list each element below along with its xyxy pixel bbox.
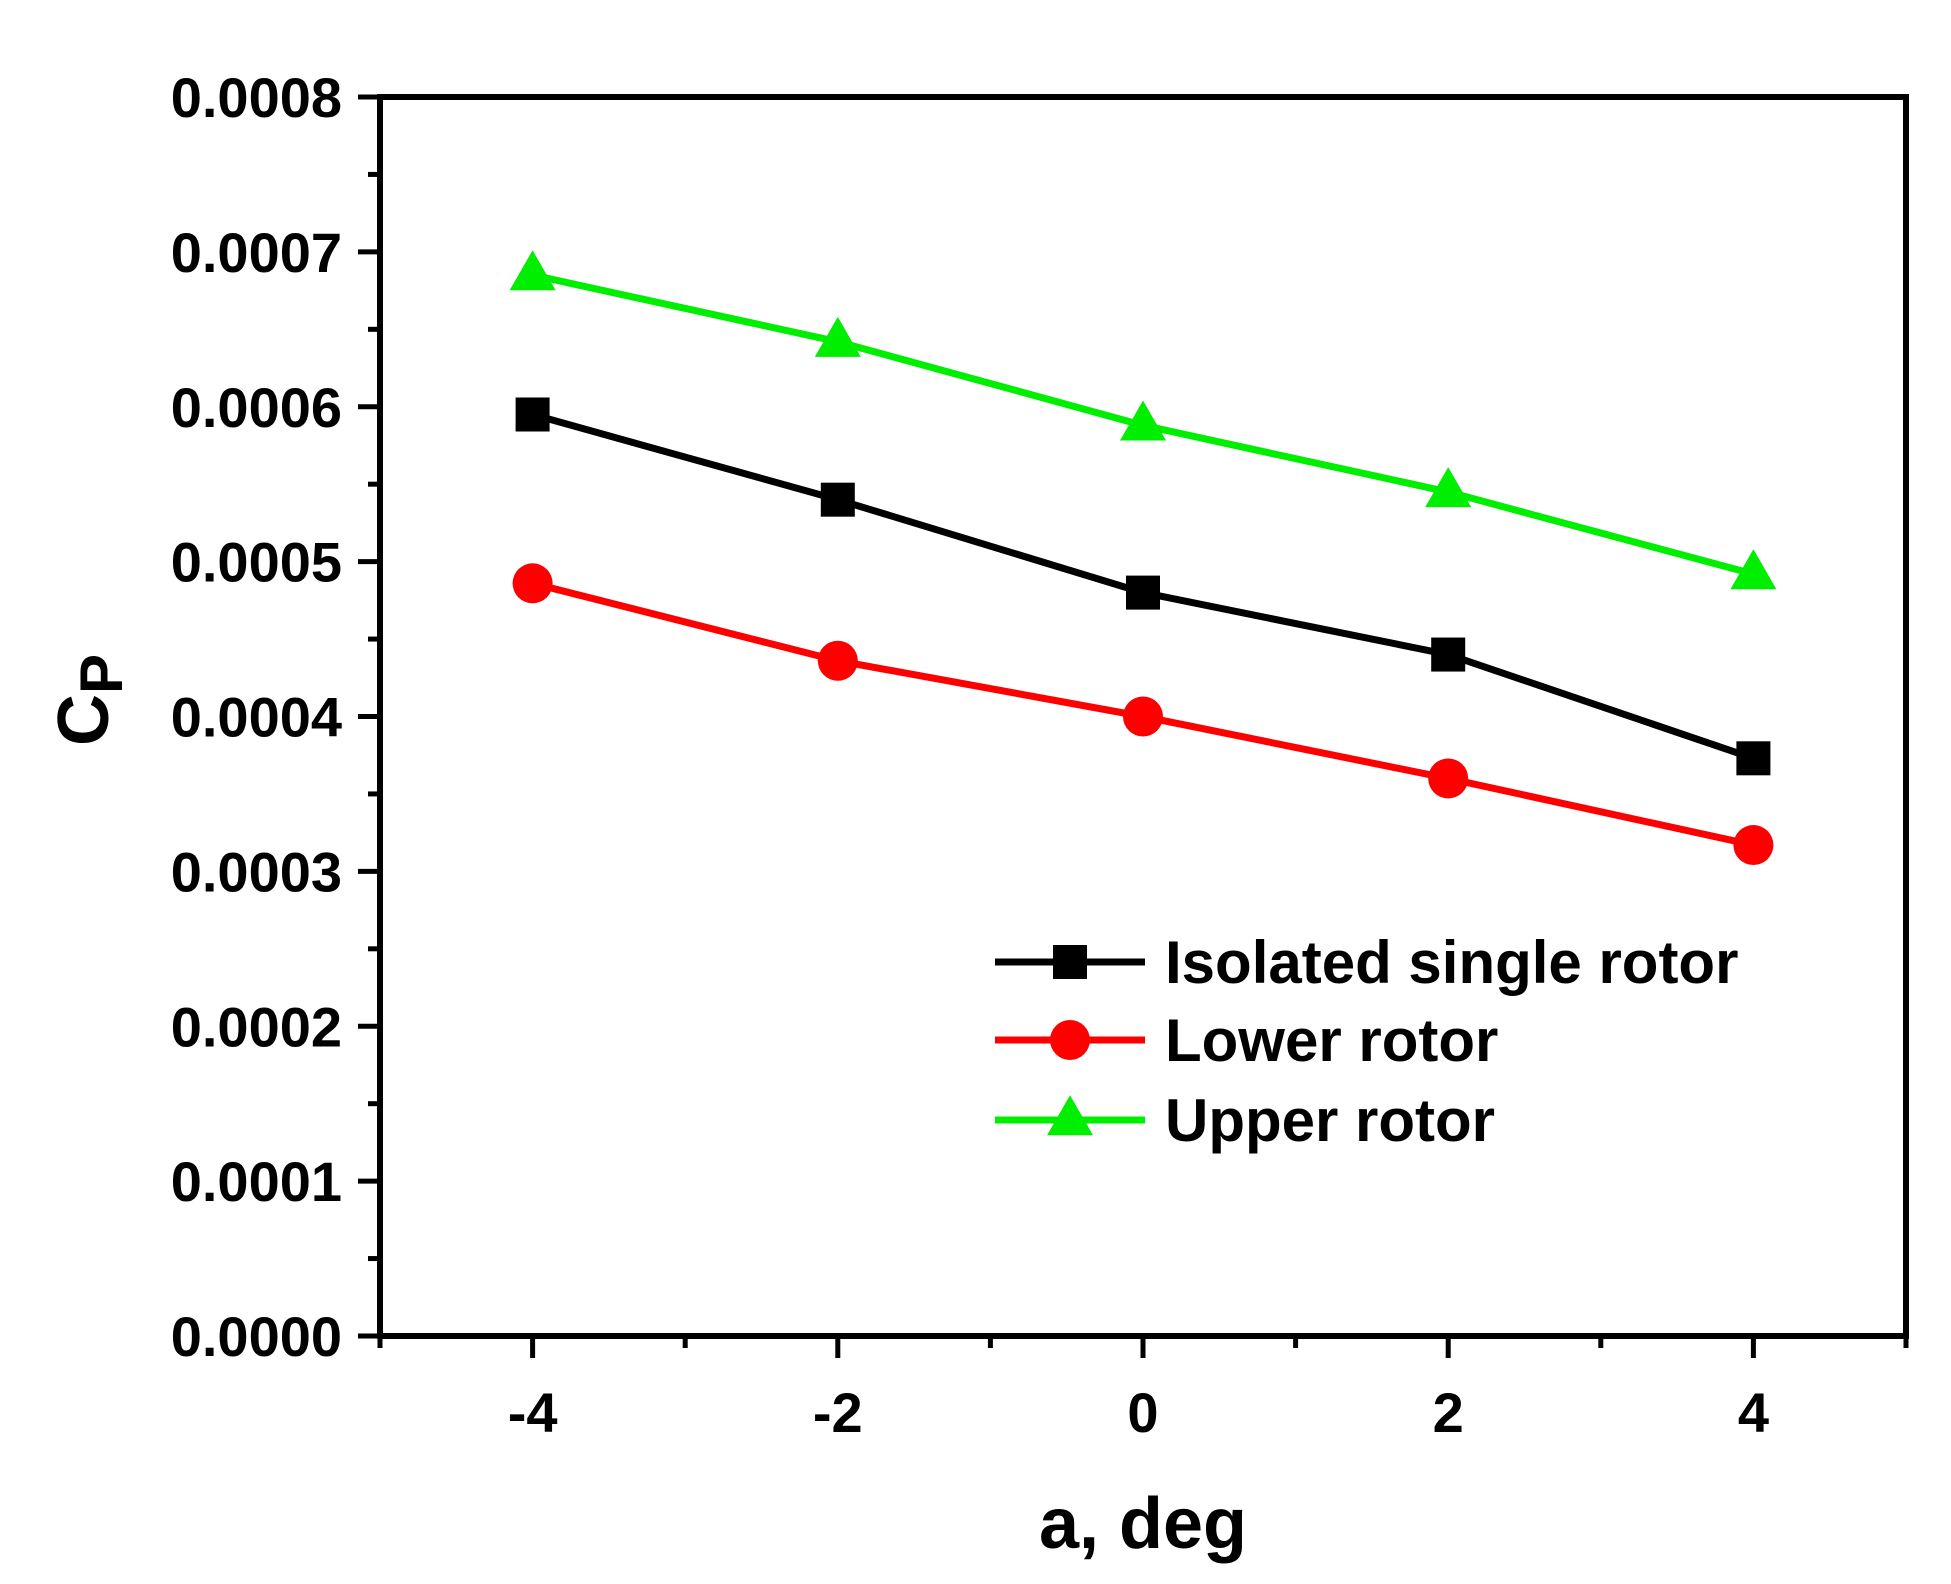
x-tick-label: -4: [508, 1381, 558, 1444]
x-tick-label: 4: [1738, 1381, 1769, 1444]
x-tick-label: 0: [1127, 1381, 1158, 1444]
y-tick-label: 0.0007: [171, 221, 342, 284]
y-tick-label: 0.0000: [171, 1305, 342, 1368]
data-point-lower-rotor: [1123, 696, 1163, 737]
data-point-isolated-single-rotor: [820, 482, 855, 517]
plot-layer: 0.0000 0.0001 0.0002 0.0003 0.0004 0.0005 0.00…: [171, 66, 1909, 1444]
series-upper-rotor: [509, 250, 1777, 590]
data-point-lower-rotor: [1733, 825, 1774, 866]
series-layer: [509, 250, 1777, 866]
x-axis-title: a, deg: [1039, 1484, 1247, 1564]
legend-label: Lower rotor: [1165, 1007, 1498, 1074]
data-point-lower-rotor: [512, 563, 553, 604]
data-point-isolated-single-rotor: [1736, 741, 1771, 776]
data-point-upper-rotor: [1425, 467, 1472, 508]
series-lower-rotor: [512, 563, 1774, 866]
data-point-isolated-single-rotor: [515, 397, 550, 432]
x-tick-label: -2: [813, 1381, 863, 1444]
data-point-upper-rotor: [1730, 549, 1777, 590]
y-axis-title-subscript: P: [68, 654, 135, 694]
legend-item-isolated-single-rotor: Isolated single rotor: [995, 929, 1738, 996]
legend-marker: [1047, 1095, 1093, 1136]
y-axis-title: CP: [44, 654, 135, 746]
y-tick-label: 0.0001: [171, 1150, 342, 1213]
data-point-upper-rotor: [1120, 400, 1166, 441]
y-tick-label: 0.0006: [171, 376, 342, 439]
data-point-isolated-single-rotor: [1126, 575, 1160, 610]
data-point-isolated-single-rotor: [1431, 637, 1466, 672]
legend-item-lower-rotor: Lower rotor: [995, 1007, 1498, 1074]
y-tick-label: 0.0003: [171, 840, 342, 903]
legend-marker: [1050, 1020, 1090, 1060]
legend-label: Isolated single rotor: [1165, 929, 1738, 996]
svg-text:CP: CP: [44, 654, 135, 746]
data-point-lower-rotor: [817, 640, 858, 681]
legend-item-upper-rotor: Upper rotor: [995, 1087, 1495, 1154]
data-point-lower-rotor: [1428, 758, 1469, 799]
axis-titles: a, deg CP: [44, 654, 1247, 1564]
series-isolated-single-rotor: [515, 397, 1771, 776]
y-tick-label: 0.0005: [171, 531, 342, 594]
legend-marker: [1053, 945, 1087, 979]
y-axis-title-main: C: [44, 694, 124, 746]
y-tick-label: 0.0008: [171, 66, 342, 129]
data-point-upper-rotor: [814, 316, 861, 357]
y-tick-label: 0.0002: [171, 995, 342, 1058]
data-point-upper-rotor: [509, 250, 556, 291]
legend-label: Upper rotor: [1165, 1087, 1495, 1154]
legend: Isolated single rotor Lower rotor Upper ro…: [995, 929, 1738, 1154]
y-tick-label: 0.0004: [171, 686, 342, 749]
x-tick-label: 2: [1433, 1381, 1464, 1444]
